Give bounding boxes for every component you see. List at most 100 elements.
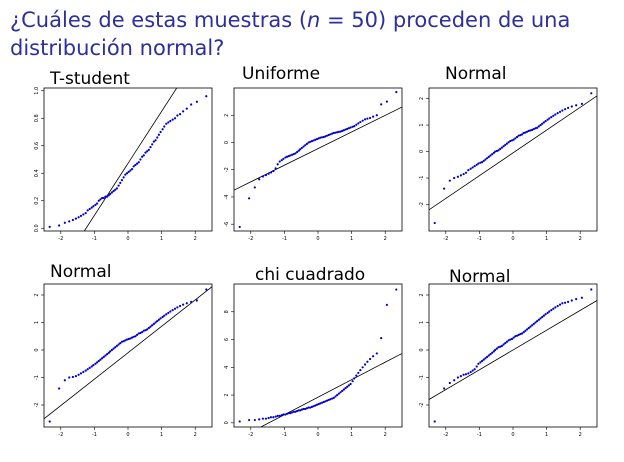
y-tick-label: -1 bbox=[34, 375, 40, 380]
data-point bbox=[101, 196, 104, 200]
data-point bbox=[357, 371, 360, 374]
data-point bbox=[285, 412, 289, 415]
data-point bbox=[515, 334, 519, 337]
data-point bbox=[144, 329, 147, 332]
data-point bbox=[84, 212, 87, 215]
data-point bbox=[482, 358, 485, 361]
data-point bbox=[487, 354, 490, 357]
data-point bbox=[507, 141, 510, 144]
data-point bbox=[99, 358, 102, 361]
y-tick-label: -2 bbox=[224, 167, 230, 172]
reference-line bbox=[83, 88, 178, 231]
data-point bbox=[575, 298, 578, 301]
y-tick-label: 1.0 bbox=[34, 87, 40, 95]
data-point bbox=[462, 172, 465, 176]
data-point bbox=[504, 342, 507, 345]
data-point bbox=[127, 170, 130, 173]
data-point bbox=[456, 376, 459, 379]
data-point bbox=[475, 163, 478, 166]
data-point bbox=[238, 225, 241, 229]
data-point bbox=[149, 325, 152, 328]
y-tick-label: 0 bbox=[224, 421, 230, 424]
data-point bbox=[505, 142, 509, 145]
data-point bbox=[114, 188, 117, 191]
data-point bbox=[539, 123, 542, 127]
data-point bbox=[238, 420, 241, 423]
data-point bbox=[124, 173, 127, 176]
data-point bbox=[135, 333, 139, 336]
plot-area bbox=[48, 88, 208, 231]
data-point bbox=[500, 344, 504, 347]
data-point bbox=[156, 320, 159, 323]
data-point bbox=[147, 148, 150, 151]
data-point bbox=[58, 224, 61, 227]
y-tick-label: -2 bbox=[419, 202, 425, 207]
data-point bbox=[443, 387, 446, 390]
data-point bbox=[494, 348, 497, 352]
data-point bbox=[554, 113, 557, 116]
data-point bbox=[300, 408, 303, 411]
data-point bbox=[541, 315, 544, 319]
data-point bbox=[149, 146, 152, 149]
data-point bbox=[115, 187, 119, 190]
data-point bbox=[190, 300, 193, 303]
data-point bbox=[504, 143, 507, 147]
data-point bbox=[499, 147, 502, 151]
data-point bbox=[570, 299, 573, 302]
data-point bbox=[486, 355, 489, 358]
data-point bbox=[347, 127, 351, 130]
data-point bbox=[104, 195, 107, 198]
data-point bbox=[167, 311, 170, 314]
data-point bbox=[590, 92, 593, 95]
data-point bbox=[292, 410, 295, 413]
data-point bbox=[269, 171, 273, 174]
data-point bbox=[307, 406, 310, 409]
data-point bbox=[554, 306, 557, 309]
plot-area bbox=[429, 92, 597, 225]
data-point bbox=[139, 158, 142, 161]
data-point bbox=[156, 136, 159, 139]
data-point bbox=[299, 409, 302, 412]
data-point bbox=[248, 197, 251, 200]
data-point bbox=[82, 213, 85, 216]
data-point bbox=[141, 331, 144, 334]
data-point bbox=[517, 333, 520, 336]
data-point bbox=[479, 161, 482, 164]
data-point bbox=[319, 402, 322, 405]
data-point bbox=[124, 339, 127, 342]
data-point bbox=[167, 121, 170, 124]
data-point bbox=[90, 365, 93, 368]
data-point bbox=[341, 129, 344, 132]
data-point bbox=[480, 161, 484, 164]
reference-line bbox=[429, 300, 597, 400]
qq-plot-svg: -2 -1 0 1 2 -6 -4 -2 0 2 bbox=[224, 87, 403, 242]
x-tick-label: -2 bbox=[248, 236, 253, 242]
y-tick-label: -4 bbox=[224, 194, 230, 199]
data-point bbox=[494, 150, 497, 153]
x-tick-label: 0 bbox=[316, 432, 319, 438]
data-point bbox=[248, 418, 251, 422]
data-point bbox=[309, 406, 312, 409]
data-point bbox=[512, 336, 515, 339]
y-tick-label: 0 bbox=[419, 150, 425, 153]
data-point bbox=[527, 326, 530, 330]
data-point bbox=[331, 397, 334, 400]
data-point bbox=[119, 181, 122, 184]
qq-plot-normal-2: Normal -2 -1 0 1 2 -2 -1 0 1 2 bbox=[28, 262, 218, 459]
data-point bbox=[77, 216, 80, 219]
data-point bbox=[185, 107, 188, 110]
x-tick-label: 1 bbox=[545, 236, 548, 242]
data-point bbox=[548, 310, 551, 313]
x-tick-label: 0 bbox=[511, 432, 514, 438]
data-point bbox=[395, 90, 398, 94]
data-point bbox=[515, 135, 519, 139]
data-point bbox=[346, 385, 349, 388]
data-point bbox=[567, 106, 570, 109]
data-point bbox=[109, 350, 112, 353]
data-point bbox=[106, 195, 109, 198]
data-point bbox=[95, 361, 99, 364]
data-point bbox=[297, 149, 300, 152]
data-point bbox=[349, 126, 352, 129]
data-point bbox=[329, 133, 332, 136]
data-point bbox=[336, 393, 339, 397]
